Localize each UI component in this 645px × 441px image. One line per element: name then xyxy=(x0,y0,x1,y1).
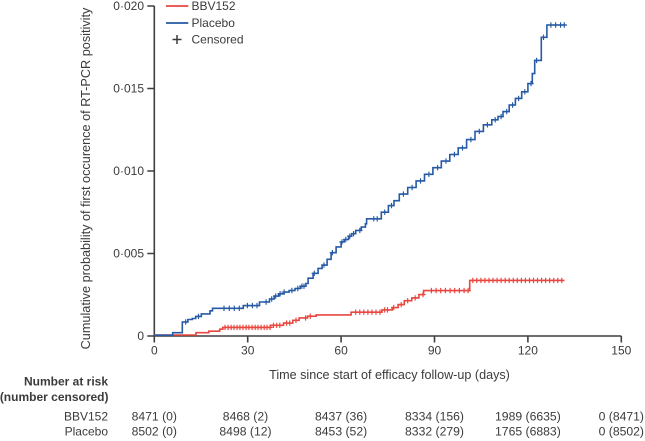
svg-text:8498 (12): 8498 (12) xyxy=(219,425,271,439)
svg-text:8453 (52): 8453 (52) xyxy=(315,425,367,439)
svg-text:Censored: Censored xyxy=(192,33,244,47)
svg-text:Time since start of efficacy f: Time since start of efficacy follow-up (… xyxy=(269,368,510,382)
svg-text:Number at risk: Number at risk xyxy=(24,375,108,389)
svg-text:90: 90 xyxy=(428,344,442,358)
svg-text:Placebo: Placebo xyxy=(65,425,109,439)
svg-text:0: 0 xyxy=(137,329,144,343)
svg-text:Cumulative probability of firs: Cumulative probability of first occurenc… xyxy=(79,7,93,349)
svg-text:8332 (279): 8332 (279) xyxy=(405,425,464,439)
svg-text:1765 (6883): 1765 (6883) xyxy=(495,425,561,439)
svg-text:150: 150 xyxy=(611,344,631,358)
svg-text:0 (8502): 0 (8502) xyxy=(599,425,644,439)
svg-text:BBV152: BBV152 xyxy=(64,409,108,423)
svg-text:8468 (2): 8468 (2) xyxy=(223,409,268,423)
svg-text:30: 30 xyxy=(241,344,255,358)
svg-text:0·010: 0·010 xyxy=(113,164,144,178)
svg-text:(number censored): (number censored) xyxy=(0,390,109,404)
svg-text:1989 (6635): 1989 (6635) xyxy=(495,409,561,423)
svg-text:8502 (0): 8502 (0) xyxy=(132,425,177,439)
svg-text:Placebo: Placebo xyxy=(192,16,236,30)
svg-text:0·020: 0·020 xyxy=(113,0,144,13)
svg-text:0 (8471): 0 (8471) xyxy=(599,409,644,423)
svg-text:0: 0 xyxy=(151,344,158,358)
svg-text:120: 120 xyxy=(518,344,538,358)
svg-text:0·005: 0·005 xyxy=(113,247,144,261)
svg-text:8437 (36): 8437 (36) xyxy=(315,409,367,423)
svg-text:8471 (0): 8471 (0) xyxy=(132,409,177,423)
svg-text:0·015: 0·015 xyxy=(113,82,144,96)
svg-text:60: 60 xyxy=(334,344,348,358)
svg-text:BBV152: BBV152 xyxy=(192,0,236,13)
svg-text:8334 (156): 8334 (156) xyxy=(405,409,464,423)
